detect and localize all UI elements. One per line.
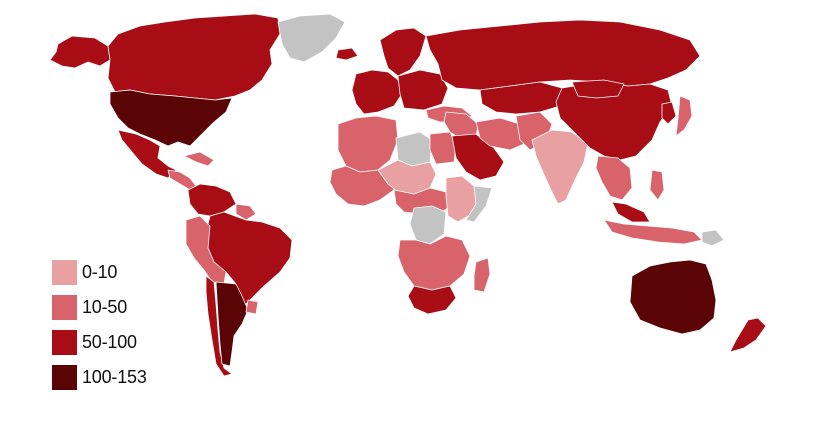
region-canada — [107, 13, 281, 101]
region-west-africa — [329, 165, 395, 207]
legend-swatch-0-10 — [52, 260, 77, 285]
region-greenland — [277, 13, 346, 63]
legend-swatch-10-50 — [52, 295, 77, 320]
region-colombia-venezuela — [187, 183, 237, 217]
legend-label-0-10: 0-10 — [82, 262, 118, 282]
region-papua — [701, 229, 725, 247]
legend-item-50-100: 50-100 — [52, 328, 147, 357]
region-russia — [425, 19, 701, 91]
legend-item-0-10: 0-10 — [52, 258, 147, 287]
region-drc — [409, 205, 447, 245]
region-iceland — [335, 47, 359, 61]
legend: 0-10 10-50 50-100 100-153 — [52, 258, 147, 398]
region-chile — [205, 275, 233, 377]
region-mexico — [117, 129, 177, 179]
region-korea — [661, 101, 677, 125]
legend-label-50-100: 50-100 — [82, 332, 137, 352]
region-guianas — [235, 203, 257, 221]
region-north-africa — [337, 115, 399, 173]
region-indonesia — [603, 219, 703, 245]
legend-label-100-153: 100-153 — [82, 367, 147, 387]
region-central-asia — [479, 81, 563, 115]
region-new-zealand — [729, 317, 767, 353]
region-southern-africa — [397, 235, 471, 291]
region-libya — [395, 131, 433, 167]
region-somalia — [465, 185, 493, 223]
region-japan — [675, 95, 693, 137]
region-peru-bolivia — [185, 215, 227, 285]
legend-swatch-50-100 — [52, 330, 77, 355]
region-australia — [629, 259, 717, 335]
region-madagascar — [473, 257, 491, 293]
region-uruguay — [245, 299, 259, 315]
region-scandinavia — [379, 27, 427, 77]
region-philippines — [649, 169, 665, 201]
region-china — [555, 81, 673, 161]
legend-swatch-100-153 — [52, 365, 77, 390]
region-eastern-europe — [397, 69, 449, 111]
region-sahel — [377, 159, 437, 195]
region-iran — [475, 117, 525, 151]
region-central-america — [167, 169, 197, 191]
legend-label-10-50: 10-50 — [82, 297, 128, 317]
region-south-africa — [407, 285, 457, 315]
region-malaysia — [611, 201, 651, 223]
region-india — [531, 129, 589, 205]
region-mongolia — [571, 79, 625, 99]
region-usa — [109, 89, 233, 147]
legend-item-10-50: 10-50 — [52, 293, 147, 322]
legend-item-100-153: 100-153 — [52, 363, 147, 392]
region-caribbean — [183, 151, 215, 167]
region-alaska — [49, 35, 111, 69]
region-western-europe — [351, 69, 403, 115]
region-argentina — [215, 281, 249, 367]
region-southeast-asia — [595, 155, 633, 201]
